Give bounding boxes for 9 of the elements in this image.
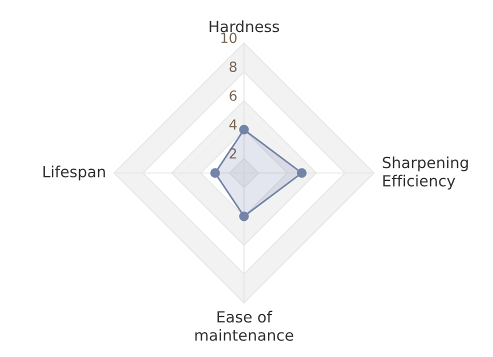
spoke-label: Lifespan <box>43 166 105 180</box>
y-tick-label: 10 <box>221 32 237 44</box>
y-tick-label: 2 <box>230 148 236 158</box>
y-tick-label: 6 <box>230 90 237 101</box>
spoke-label: Sharpening Efficiency <box>382 156 468 190</box>
spoke-label: Hardness <box>210 20 280 32</box>
y-tick-label: 4 <box>229 119 237 130</box>
y-tick-label: 8 <box>230 62 237 72</box>
spoke-label: Ease of maintenance <box>195 310 294 341</box>
